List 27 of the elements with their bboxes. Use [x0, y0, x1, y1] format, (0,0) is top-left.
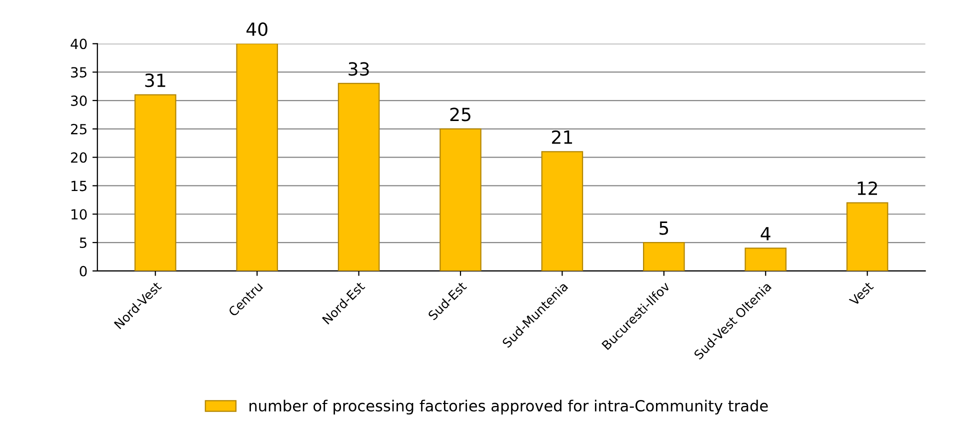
bar — [643, 242, 685, 271]
bar — [440, 128, 482, 271]
data-label: 31 — [145, 74, 166, 88]
bar — [134, 94, 176, 271]
bar — [744, 248, 787, 271]
data-label: 25 — [450, 108, 470, 122]
bar — [338, 82, 380, 271]
y-tick-label: 25 — [71, 124, 86, 134]
data-label: 12 — [858, 181, 878, 195]
data-label: 5 — [660, 221, 668, 235]
data-label: 40 — [246, 22, 268, 36]
bar — [541, 151, 584, 271]
data-label: 4 — [760, 227, 770, 240]
y-tick-label: 5 — [80, 238, 86, 248]
y-tick-label: 30 — [71, 95, 87, 106]
y-tick-label: 10 — [72, 209, 87, 220]
y-tick-label: 0 — [80, 266, 87, 276]
y-tick-label: 20 — [71, 152, 87, 163]
bar — [846, 202, 888, 271]
y-tick-label: 15 — [72, 180, 86, 192]
y-tick-label: 35 — [71, 67, 86, 78]
x-tick-label: Vest — [848, 281, 874, 306]
y-tick-label: 40 — [70, 38, 87, 50]
legend-label: number of processing factories approved for intra-Community trade — [250, 400, 768, 415]
data-label: 21 — [552, 130, 572, 144]
bar — [236, 44, 278, 271]
data-label: 33 — [348, 62, 369, 76]
